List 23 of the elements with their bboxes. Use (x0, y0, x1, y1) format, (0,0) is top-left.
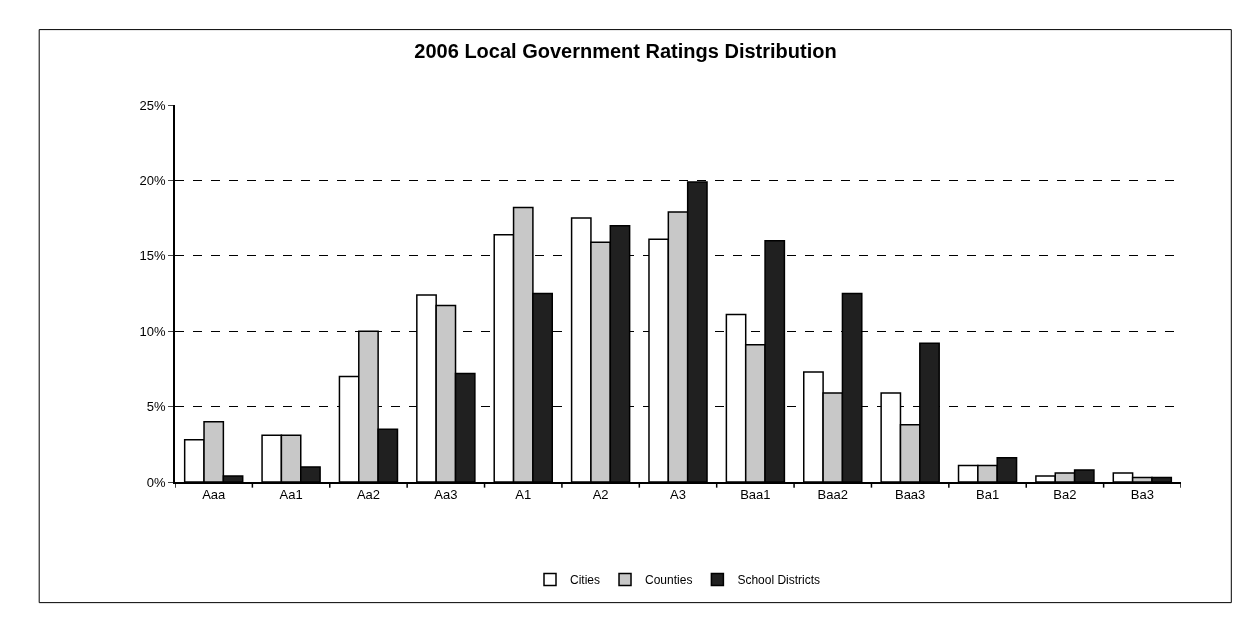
y-tick-label: 20% (139, 172, 167, 188)
x-tick-label: A2 (592, 487, 609, 503)
y-tick-label: 0% (146, 474, 167, 490)
x-tick-label: Aa3 (434, 487, 458, 503)
y-tick-label: 5% (146, 399, 167, 415)
x-tick-label: Aa1 (279, 487, 303, 503)
x-tick-label: A1 (515, 487, 532, 503)
chart-title: 2006 Local Government Ratings Distribution (414, 40, 837, 63)
y-tick-label: 10% (139, 323, 167, 339)
legend-label: School Districts (737, 573, 821, 588)
x-tick-label: Baa1 (740, 487, 771, 503)
x-tick-label: A3 (670, 487, 686, 503)
x-tick-label: Baa2 (817, 487, 848, 503)
legend-label: Counties (645, 573, 693, 588)
x-tick-label: Baa3 (894, 487, 926, 503)
y-tick-label: 25% (139, 97, 167, 113)
x-tick-label: Ba3 (1130, 487, 1154, 503)
y-tick-label: 15% (139, 248, 167, 264)
x-tick-label: Aa2 (356, 487, 381, 503)
legend-label: Cities (570, 573, 601, 588)
x-tick-label: Ba2 (1053, 487, 1077, 503)
x-tick-label: Aaa (202, 487, 227, 503)
x-tick-label: Ba1 (975, 487, 1000, 503)
